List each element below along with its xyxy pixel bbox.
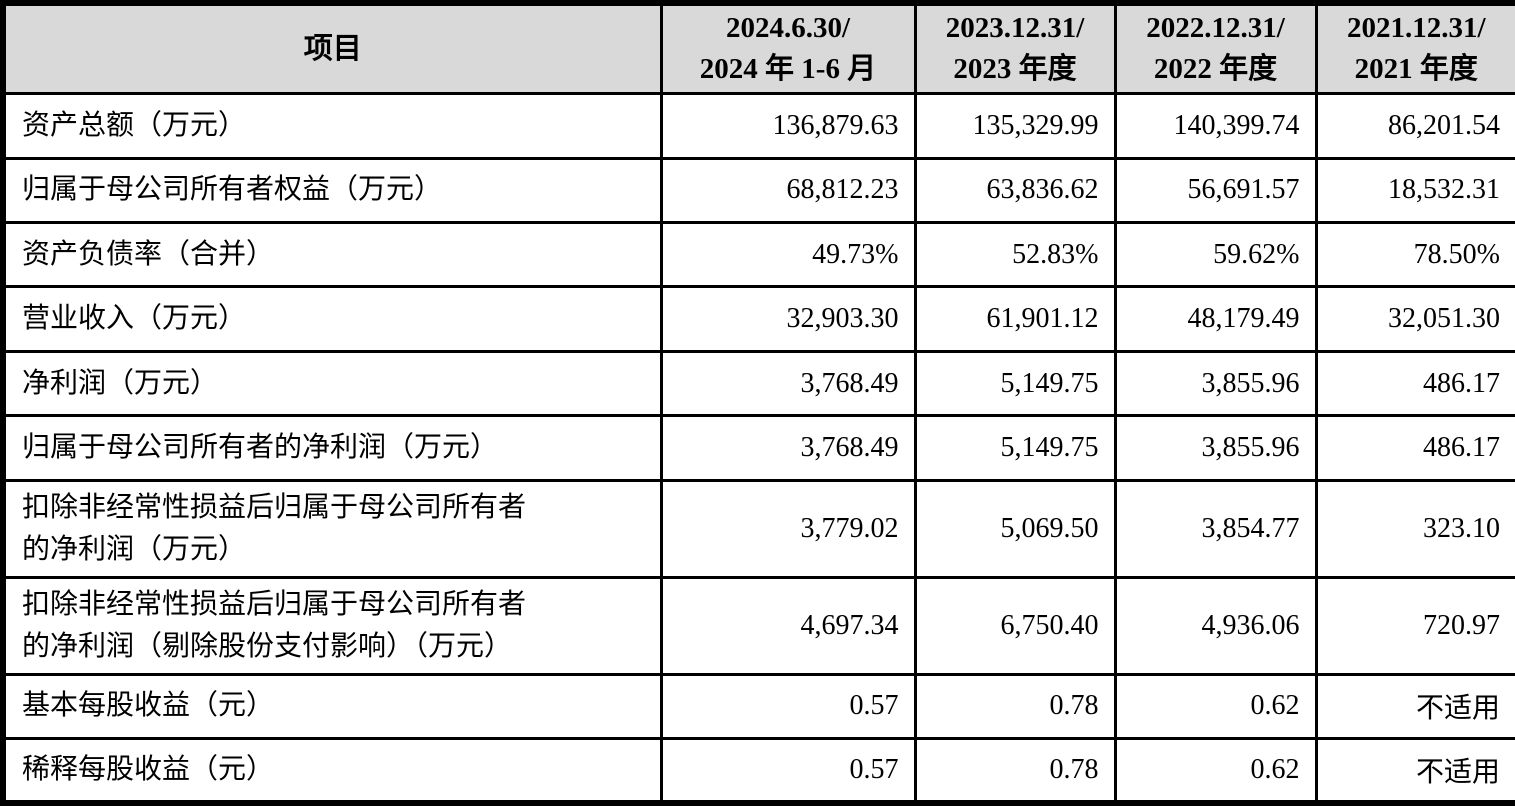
header-cell-item: 项目 — [1, 1, 663, 96]
cell-value: 3,854.77 — [1113, 478, 1318, 579]
header-cell-period-2022: 2022.12.31/ 2022 年度 — [1113, 1, 1318, 96]
cell-value: 不适用 — [1314, 672, 1515, 741]
cell-value: 5,069.50 — [913, 478, 1117, 579]
cell-value: 68,812.23 — [659, 156, 917, 225]
cell-value: 48,179.49 — [1113, 285, 1318, 353]
cell-value: 18,532.31 — [1314, 156, 1515, 225]
table-row-parent-equity: 归属于母公司所有者权益（万元） 68,812.23 63,836.62 56,6… — [1, 156, 1515, 225]
cell-value: 5,149.75 — [913, 349, 1117, 418]
cell-value: 0.62 — [1113, 737, 1318, 805]
cell-value: 3,855.96 — [1113, 414, 1318, 482]
cell-value: 59.62% — [1113, 221, 1318, 289]
header-cell-period-2021: 2021.12.31/ 2021 年度 — [1314, 1, 1515, 96]
cell-value: 4,936.06 — [1113, 575, 1318, 676]
header-cell-period-2024h1: 2024.6.30/ 2024 年 1-6 月 — [659, 1, 917, 96]
cell-value: 78.50% — [1314, 221, 1515, 289]
cell-value: 3,779.02 — [659, 478, 917, 579]
header-cell-period-2023: 2023.12.31/ 2023 年度 — [913, 1, 1117, 96]
cell-value: 3,768.49 — [659, 349, 917, 418]
cell-value: 720.97 — [1314, 575, 1515, 676]
table-row-debt-ratio: 资产负债率（合并） 49.73% 52.83% 59.62% 78.50% — [1, 221, 1515, 289]
row-label: 归属于母公司所有者权益（万元） — [1, 156, 663, 225]
cell-value: 0.78 — [913, 672, 1117, 741]
header-row: 项目 2024.6.30/ 2024 年 1-6 月 2023.12.31/ 2… — [1, 1, 1515, 96]
cell-value: 486.17 — [1314, 414, 1515, 482]
row-label: 扣除非经常性损益后归属于母公司所有者 的净利润（万元） — [1, 478, 663, 579]
table-header: 项目 2024.6.30/ 2024 年 1-6 月 2023.12.31/ 2… — [1, 1, 1515, 96]
cell-value: 4,697.34 — [659, 575, 917, 676]
cell-value: 0.62 — [1113, 672, 1318, 741]
table-row-net-profit: 净利润（万元） 3,768.49 5,149.75 3,855.96 486.1… — [1, 349, 1515, 418]
cell-value: 49.73% — [659, 221, 917, 289]
table-row-basic-eps: 基本每股收益（元） 0.57 0.78 0.62 不适用 — [1, 672, 1515, 741]
row-label: 基本每股收益（元） — [1, 672, 663, 741]
table-row-total-assets: 资产总额（万元） 136,879.63 135,329.99 140,399.7… — [1, 92, 1515, 160]
cell-value: 3,855.96 — [1113, 349, 1318, 418]
row-label: 归属于母公司所有者的净利润（万元） — [1, 414, 663, 482]
cell-value: 0.78 — [913, 737, 1117, 805]
cell-value: 486.17 — [1314, 349, 1515, 418]
cell-value: 0.57 — [659, 737, 917, 805]
cell-value: 136,879.63 — [659, 92, 917, 160]
row-label: 稀释每股收益（元） — [1, 737, 663, 805]
cell-value: 86,201.54 — [1314, 92, 1515, 160]
cell-value: 3,768.49 — [659, 414, 917, 482]
cell-value: 5,149.75 — [913, 414, 1117, 482]
cell-value: 63,836.62 — [913, 156, 1117, 225]
cell-value: 0.57 — [659, 672, 917, 741]
cell-value: 140,399.74 — [1113, 92, 1318, 160]
table-row-deducted-net-profit: 扣除非经常性损益后归属于母公司所有者 的净利润（万元） 3,779.02 5,0… — [1, 478, 1515, 579]
cell-value: 135,329.99 — [913, 92, 1117, 160]
row-label: 资产负债率（合并） — [1, 221, 663, 289]
table-body: 资产总额（万元） 136,879.63 135,329.99 140,399.7… — [1, 92, 1515, 805]
table-row-parent-net-profit: 归属于母公司所有者的净利润（万元） 3,768.49 5,149.75 3,85… — [1, 414, 1515, 482]
table-row-deducted-net-profit-ex-sbc: 扣除非经常性损益后归属于母公司所有者 的净利润（剔除股份支付影响）（万元） 4,… — [1, 575, 1515, 676]
row-label: 扣除非经常性损益后归属于母公司所有者 的净利润（剔除股份支付影响）（万元） — [1, 575, 663, 676]
cell-value: 323.10 — [1314, 478, 1515, 579]
cell-value: 52.83% — [913, 221, 1117, 289]
table-row-revenue: 营业收入（万元） 32,903.30 61,901.12 48,179.49 3… — [1, 285, 1515, 353]
cell-value: 56,691.57 — [1113, 156, 1318, 225]
table-row-diluted-eps: 稀释每股收益（元） 0.57 0.78 0.62 不适用 — [1, 737, 1515, 805]
row-label: 净利润（万元） — [1, 349, 663, 418]
cell-value: 32,903.30 — [659, 285, 917, 353]
cell-value: 6,750.40 — [913, 575, 1117, 676]
cell-value: 32,051.30 — [1314, 285, 1515, 353]
cell-value: 不适用 — [1314, 737, 1515, 805]
row-label: 资产总额（万元） — [1, 92, 663, 160]
cell-value: 61,901.12 — [913, 285, 1117, 353]
row-label: 营业收入（万元） — [1, 285, 663, 353]
